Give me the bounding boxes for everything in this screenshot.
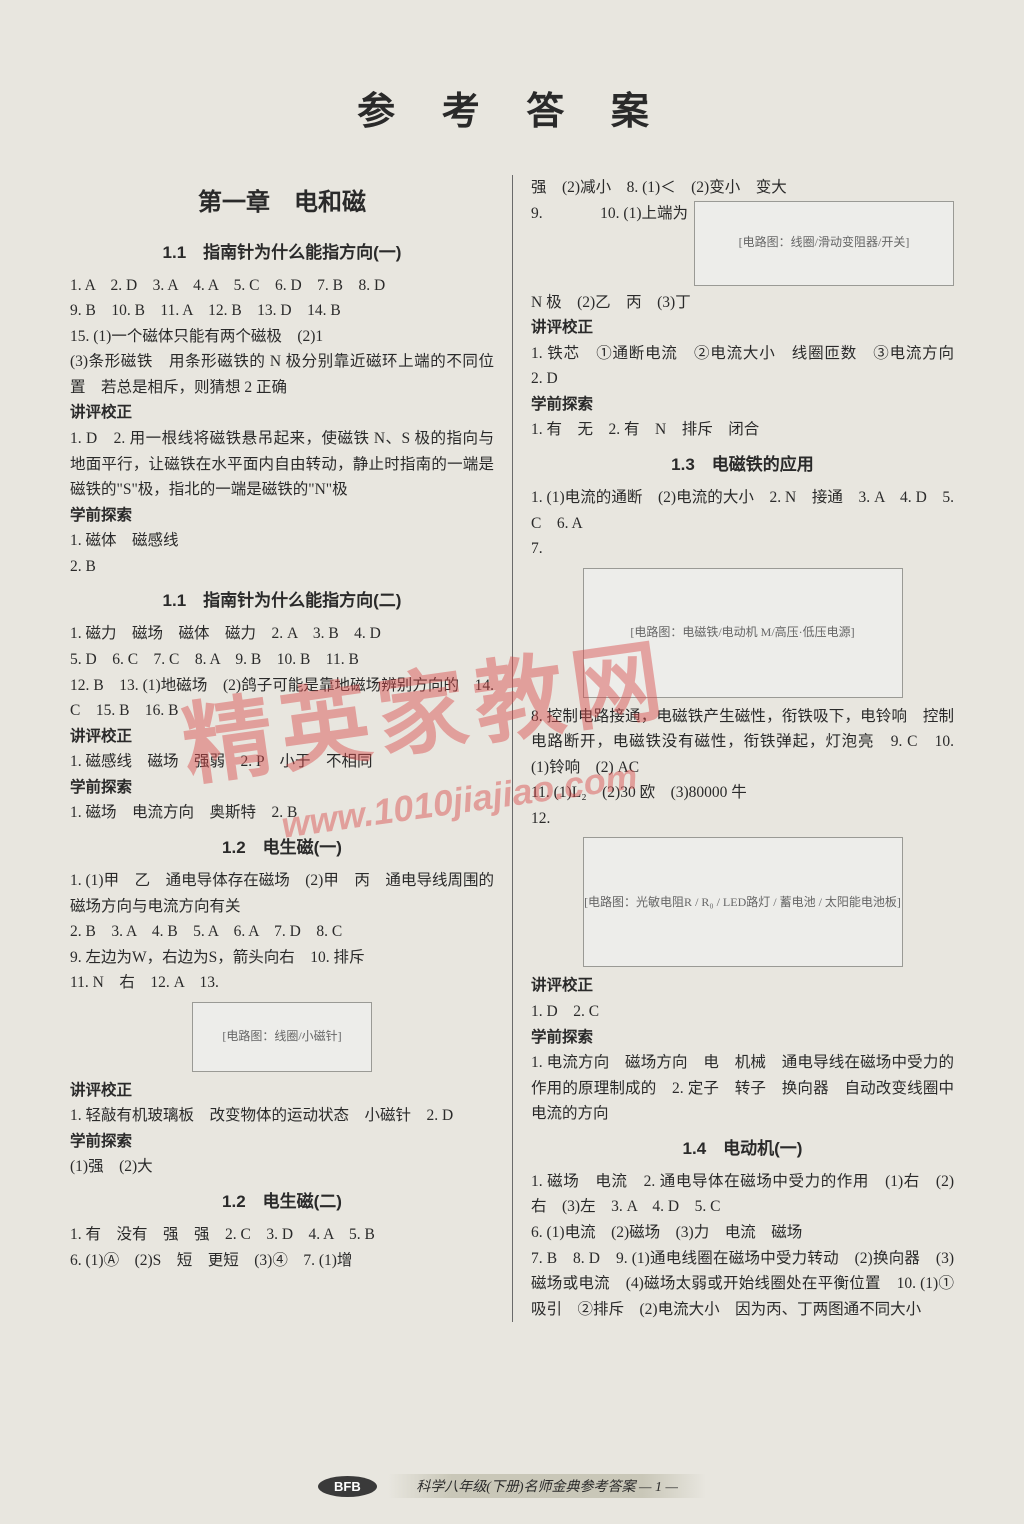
answers-text: 5. D 6. C 7. C 8. A 9. B 10. B 11. B	[70, 647, 494, 673]
answers-text: 11. (1)L₂ (2)30 欧 (3)80000 牛	[531, 780, 954, 806]
answers-text: 1. 有 没有 强 强 2. C 3. D 4. A 5. B	[70, 1222, 494, 1248]
subheading-jiangping: 讲评校正	[70, 1078, 494, 1104]
subheading-jiangping: 讲评校正	[70, 400, 494, 426]
subheading-jiangping: 讲评校正	[531, 315, 954, 341]
answers-text: 1. D 2. 用一根线将磁铁悬吊起来，使磁铁 N、S 极的指向与地面平行，让磁…	[70, 426, 494, 503]
subheading-xueqian: 学前探索	[531, 1025, 954, 1051]
answers-text: 1. 轻敲有机玻璃板 改变物体的运动状态 小磁针 2. D	[70, 1103, 494, 1129]
subheading-xueqian: 学前探索	[70, 775, 494, 801]
two-column-layout: 第一章 电和磁 1.1 指南针为什么能指方向(一) 1. A 2. D 3. A…	[70, 175, 954, 1322]
section-1-4-title: 1.4 电动机(一)	[531, 1135, 954, 1163]
subheading-xueqian: 学前探索	[531, 392, 954, 418]
circuit-diagram-q7: [电路图：电磁铁/电动机 M/高压·低压电源]	[583, 568, 903, 698]
answers-text: 1. 铁芯 ①通断电流 ②电流大小 线圈匝数 ③电流方向 2. D	[531, 341, 954, 392]
q10-text: 10. (1)上端为	[600, 201, 688, 227]
answers-text: 15. (1)一个磁体只能有两个磁极 (2)1	[70, 324, 494, 350]
answers-text: (1)强 (2)大	[70, 1154, 494, 1180]
answers-text: 1. 电流方向 磁场方向 电 机械 通电导线在磁场中受力的作用的原理制成的 2.…	[531, 1050, 954, 1127]
circuit-diagram-q12: [电路图：光敏电阻R / R₀ / LED路灯 / 蓄电池 / 太阳能电池板]	[583, 837, 903, 967]
answers-text: 1. (1)甲 乙 通电导体存在磁场 (2)甲 丙 通电导线周围的磁场方向与电流…	[70, 868, 494, 919]
subheading-xueqian: 学前探索	[70, 1129, 494, 1155]
answers-text: 11. N 右 12. A 13.	[70, 970, 494, 996]
footer-text: 科学八年级(下册)名师金典参考答案 — 1 —	[388, 1474, 706, 1498]
answers-text: 1. 磁体 磁感线	[70, 528, 494, 554]
answers-text: 6. (1)电流 (2)磁场 (3)力 电流 磁场	[531, 1220, 954, 1246]
answers-text: 1. A 2. D 3. A 4. A 5. C 6. D 7. B 8. D	[70, 273, 494, 299]
circuit-diagram-q9: [电路图：线圈/滑动变阻器/开关]	[694, 201, 954, 286]
section-1-1b-title: 1.1 指南针为什么能指方向(二)	[70, 587, 494, 615]
answers-text: 8. 控制电路接通，电磁铁产生磁性，衔铁吸下，电铃响 控制电路断开，电磁铁没有磁…	[531, 704, 954, 781]
answers-text: (3)条形磁铁 用条形磁铁的 N 极分别靠近磁环上端的不同位置 若总是相斥，则猜…	[70, 349, 494, 400]
section-1-1a-title: 1.1 指南针为什么能指方向(一)	[70, 239, 494, 267]
footer-badge: BFB	[318, 1476, 377, 1497]
answers-text: 1. 磁场 电流 2. 通电导体在磁场中受力的作用 (1)右 (2)右 (3)左…	[531, 1169, 954, 1220]
answers-text: 1. 磁场 电流方向 奥斯特 2. B	[70, 800, 494, 826]
answers-text: 1. 有 无 2. 有 N 排斥 闭合	[531, 417, 954, 443]
q9-label: 9.	[531, 205, 543, 222]
answer-key-page: 参 考 答 案 第一章 电和磁 1.1 指南针为什么能指方向(一) 1. A 2…	[0, 0, 1024, 1342]
answers-text: 12. B 13. (1)地磁场 (2)鸽子可能是靠地磁场辨别方向的 14. C…	[70, 673, 494, 724]
circuit-diagram-coil: [电路图：线圈/小磁针]	[192, 1002, 372, 1072]
answers-text: 7.	[531, 536, 954, 562]
answers-text: 1. D 2. C	[531, 999, 954, 1025]
answers-text: 1. 磁感线 磁场 强弱 2. P 小于 不相同	[70, 749, 494, 775]
subheading-jiangping: 讲评校正	[531, 973, 954, 999]
answers-text: 1. 磁力 磁场 磁体 磁力 2. A 3. B 4. D	[70, 621, 494, 647]
left-column: 第一章 电和磁 1.1 指南针为什么能指方向(一) 1. A 2. D 3. A…	[70, 175, 512, 1322]
subheading-xueqian: 学前探索	[70, 503, 494, 529]
answers-text: 2. B 3. A 4. B 5. A 6. A 7. D 8. C	[70, 919, 494, 945]
answers-text: 6. (1)Ⓐ (2)S 短 更短 (3)④ 7. (1)增	[70, 1248, 494, 1274]
chapter-title: 第一章 电和磁	[70, 183, 494, 223]
section-1-3-title: 1.3 电磁铁的应用	[531, 451, 954, 479]
answers-text: 9. 左边为W，右边为S，箭头向右 10. 排斥	[70, 945, 494, 971]
section-1-2b-title: 1.2 电生磁(二)	[70, 1188, 494, 1216]
section-1-2a-title: 1.2 电生磁(一)	[70, 834, 494, 862]
page-title: 参 考 答 案	[70, 80, 954, 135]
answers-text: 7. B 8. D 9. (1)通电线圈在磁场中受力转动 (2)换向器 (3)磁…	[531, 1246, 954, 1323]
right-column: 强 (2)减小 8. (1)＜ (2)变小 变大 [电路图：线圈/滑动变阻器/开…	[512, 175, 954, 1322]
answers-text: 9. B 10. B 11. A 12. B 13. D 14. B	[70, 298, 494, 324]
answers-text: 12.	[531, 806, 954, 832]
page-footer: BFB 科学八年级(下册)名师金典参考答案 — 1 —	[0, 1474, 1024, 1498]
answers-text: 强 (2)减小 8. (1)＜ (2)变小 变大	[531, 175, 954, 201]
subheading-jiangping: 讲评校正	[70, 724, 494, 750]
answers-text: N 极 (2)乙 丙 (3)丁	[531, 290, 954, 316]
answers-text: 2. B	[70, 554, 494, 580]
answers-text: 1. (1)电流的通断 (2)电流的大小 2. N 接通 3. A 4. D 5…	[531, 485, 954, 536]
